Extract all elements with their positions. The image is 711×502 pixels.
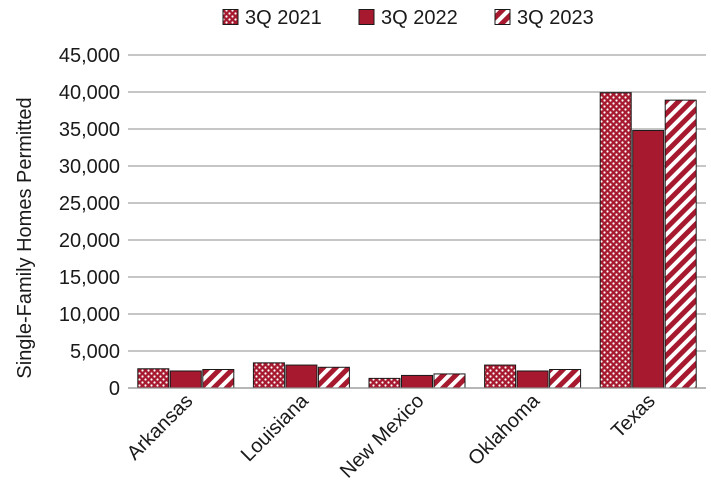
bars [137,92,697,389]
legend-swatch [494,9,511,25]
x-tick-label: Texas [607,390,660,443]
y-tick-label: 15,000 [59,267,120,289]
legend-label: 3Q 2022 [381,7,458,29]
y-tick-label: 30,000 [59,156,120,178]
y-tick-label: 0 [109,378,120,400]
x-tick-label: Louisiana [237,389,314,466]
y-tick-label: 25,000 [59,193,120,215]
bar-arkansas-3 [202,369,235,389]
bar-texas-3 [664,99,697,389]
bar-oklahoma-3 [549,369,582,389]
y-tick-label: 35,000 [59,119,120,141]
y-axis-ticks: 0 5,000 10,000 15,000 20,000 25,000 30,000 35,0… [59,45,120,400]
legend-swatch [358,9,375,25]
legend: 3Q 2021 3Q 2022 3Q 2023 [222,7,594,29]
x-tick-label: Arkansas [123,390,198,465]
bar-louisiana-2 [285,364,318,389]
y-axis-label: Single-Family Homes Permitted [14,97,36,378]
y-tick-label: 20,000 [59,230,120,252]
x-tick-label: New Mexico [336,390,429,483]
bar-oklahoma-2 [516,370,549,389]
bar-texas-1 [599,92,632,389]
y-tick-label: 45,000 [59,45,120,67]
bar-new-mexico-3 [433,373,466,389]
y-tick-label: 40,000 [59,82,120,104]
x-tick-label: Oklahoma [464,389,545,470]
bar-arkansas-1 [137,368,170,389]
y-tick-label: 5,000 [70,341,120,363]
bar-louisiana-3 [317,366,350,389]
bar-louisiana-1 [252,362,285,389]
legend-label: 3Q 2023 [517,7,594,29]
bar-arkansas-2 [169,370,202,389]
bar-oklahoma-1 [484,364,517,389]
bar-new-mexico-2 [401,374,433,389]
x-axis-ticks: Arkansas Louisiana New Mexico Oklahoma Texas [123,389,660,482]
y-tick-label: 10,000 [59,304,120,326]
legend-swatch [222,9,239,25]
bar-texas-2 [632,129,665,389]
gridlines [128,54,706,352]
legend-label: 3Q 2021 [245,7,322,29]
bar-new-mexico-1 [368,377,401,389]
